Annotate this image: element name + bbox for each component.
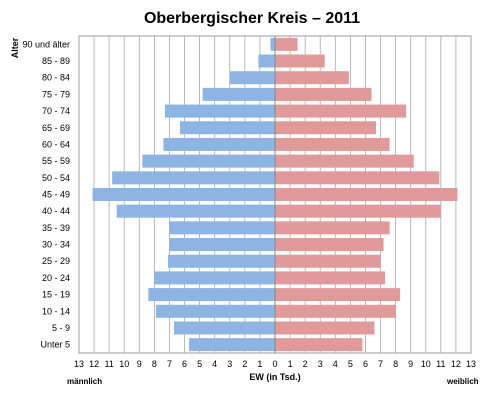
category-label: 40 - 44	[42, 206, 70, 216]
bar-female	[275, 321, 375, 335]
bar-male	[116, 204, 275, 218]
bar-male	[167, 254, 275, 268]
x-tick-label: 1	[288, 359, 293, 369]
bar-female	[275, 154, 414, 168]
bar-female	[275, 271, 386, 285]
x-tick-label: 10	[421, 359, 431, 369]
bar-female	[275, 137, 390, 151]
male-label: männlich	[67, 377, 102, 386]
category-label: 10 - 14	[42, 306, 70, 316]
bar-female	[275, 121, 377, 135]
bar-male	[270, 37, 275, 51]
category-label: 55 - 59	[42, 156, 70, 166]
bar-male	[142, 154, 275, 168]
x-tick-label: 12	[89, 359, 99, 369]
category-label: 70 - 74	[42, 106, 70, 116]
category-label: 35 - 39	[42, 223, 70, 233]
bars	[92, 37, 458, 352]
x-tick-label: 11	[436, 359, 445, 369]
bar-female	[275, 238, 384, 252]
bar-female	[275, 204, 441, 218]
x-tick-label: 10	[119, 359, 129, 369]
x-tick-label: 8	[393, 359, 398, 369]
x-tick-label: 11	[104, 359, 113, 369]
x-tick-label: 0	[272, 359, 277, 369]
bar-male	[163, 137, 275, 151]
bar-female	[275, 171, 440, 185]
x-tick-label: 5	[197, 359, 202, 369]
category-label: 75 - 79	[42, 89, 70, 99]
x-axis-label: EW (in Tsd.)	[249, 372, 300, 382]
x-tick-label: 7	[167, 359, 172, 369]
bar-male	[189, 338, 275, 352]
category-label: 90 und älter	[22, 39, 70, 49]
category-label: 15 - 19	[42, 290, 70, 300]
bar-female	[275, 221, 390, 235]
category-label: 25 - 29	[42, 256, 70, 266]
chart-title: Oberbergischer Kreis – 2011	[144, 10, 360, 27]
bar-male	[148, 288, 275, 302]
category-label: 80 - 84	[42, 73, 70, 83]
x-tick-label: 4	[333, 359, 338, 369]
x-tick-label: 2	[303, 359, 308, 369]
category-label: Unter 5	[40, 340, 70, 350]
category-label: 65 - 69	[42, 123, 70, 133]
female-label: weiblich	[446, 377, 479, 386]
x-tick-label: 8	[152, 359, 157, 369]
x-tick-label: 13	[466, 359, 476, 369]
bar-male	[173, 321, 275, 335]
x-tick-label: 13	[74, 359, 84, 369]
bar-female	[275, 288, 401, 302]
bar-male	[112, 171, 276, 185]
bar-male	[155, 304, 275, 318]
x-tick-label: 7	[378, 359, 383, 369]
bar-female	[275, 338, 363, 352]
bar-male	[169, 238, 275, 252]
category-label: 60 - 64	[42, 139, 70, 149]
x-tick-label: 9	[408, 359, 413, 369]
bar-male	[169, 221, 275, 235]
x-tick-label: 1	[257, 359, 262, 369]
category-label: 50 - 54	[42, 173, 70, 183]
category-label: 20 - 24	[42, 273, 70, 283]
bar-female	[275, 87, 372, 101]
y-axis-label: Alter	[10, 37, 20, 58]
x-tick-label: 9	[137, 359, 142, 369]
bar-female	[275, 71, 349, 85]
x-tick-label: 3	[318, 359, 323, 369]
bar-male	[180, 121, 275, 135]
bar-male	[92, 187, 275, 202]
x-tick-label: 12	[451, 359, 461, 369]
x-tick-label: 4	[212, 359, 217, 369]
bar-male	[154, 271, 275, 285]
x-tick-label: 5	[348, 359, 353, 369]
category-label: 45 - 49	[42, 190, 70, 200]
bar-female	[275, 254, 381, 268]
bar-female	[275, 304, 396, 318]
category-labels: 90 und älter 85 - 89 80 - 84 75 - 79 70 - 74…	[22, 39, 70, 349]
category-label: 5 - 9	[52, 323, 70, 333]
bar-male	[202, 87, 275, 101]
x-tick-label: 2	[242, 359, 247, 369]
bar-female	[275, 54, 325, 68]
bar-female	[275, 37, 298, 51]
x-tick-label: 6	[182, 359, 187, 369]
x-tick-label: 6	[363, 359, 368, 369]
bar-female	[275, 104, 407, 118]
x-tick-label: 3	[227, 359, 232, 369]
bar-male	[164, 104, 275, 118]
bar-male	[258, 54, 275, 68]
category-label: 85 - 89	[42, 56, 70, 66]
category-label: 30 - 34	[42, 240, 70, 250]
tick-labels: 13 12 11 10 9 8 7 6 5 4 3 2 1 0 1 2 3 4 5 6 7 8 9 10 11 12 13	[74, 359, 476, 369]
bar-female	[275, 187, 458, 202]
bar-male	[229, 71, 275, 85]
